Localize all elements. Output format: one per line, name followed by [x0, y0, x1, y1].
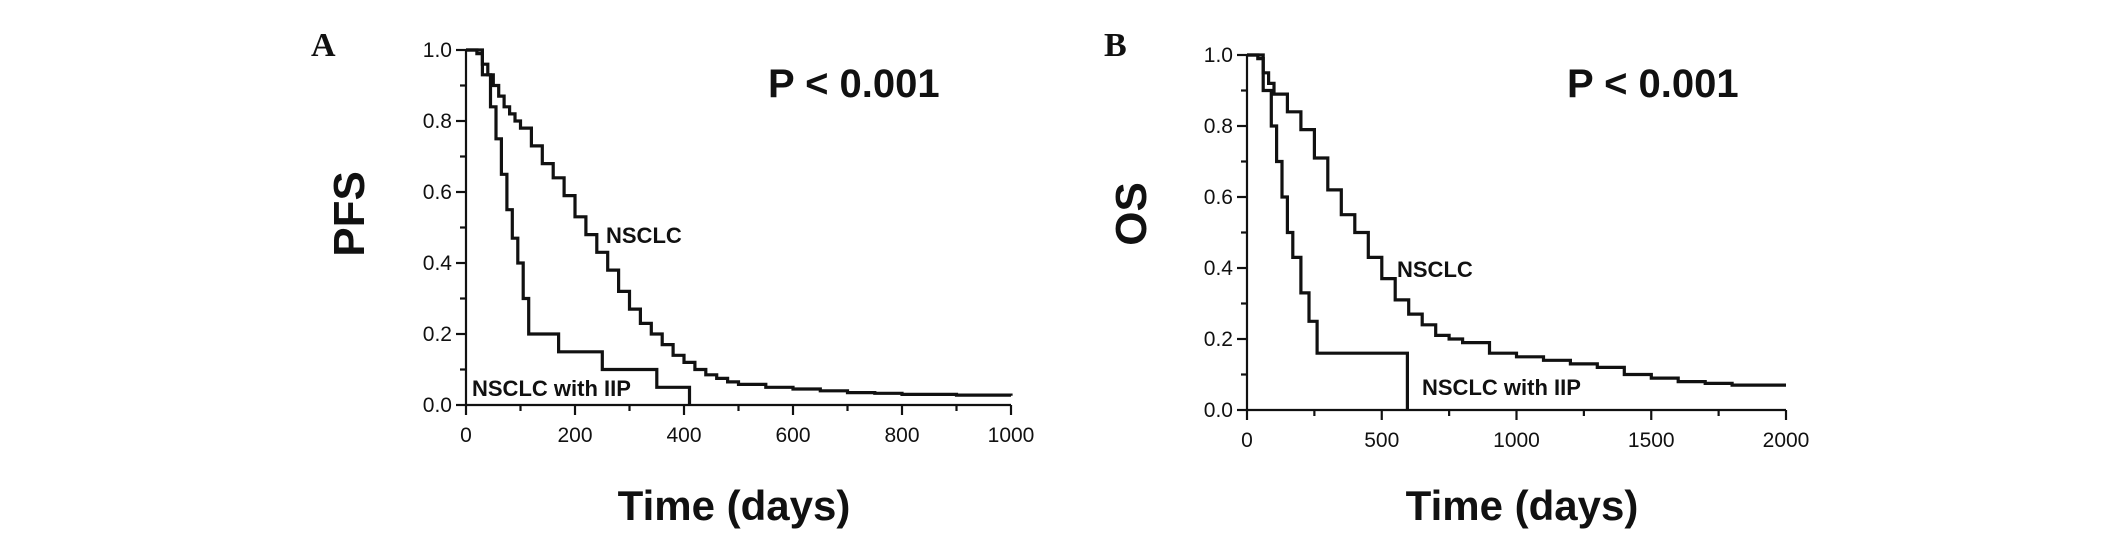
series-line-b-nsclc-with-iip: [1247, 53, 1409, 410]
ticks-a: 0.0 0.2 0.4 0.6 0.8 1.0 0 200 400 600 800 1000: [423, 39, 1035, 447]
panel-letter-a: A: [311, 27, 336, 64]
y-tick-label-a-0: 0.0: [423, 394, 452, 417]
y-tick-label-b-0: 0.0: [1204, 399, 1233, 422]
y-tick-label-b-5: 1.0: [1204, 44, 1233, 67]
x-tick-label-a-0: 0: [460, 424, 472, 447]
x-tick-label-b-2: 1000: [1493, 429, 1540, 452]
y-tick-label-a-2: 0.4: [423, 252, 453, 275]
panel-a: A P < 0.001 PFS Time (days) 0.0 0.2 0.4 0.6…: [311, 27, 1034, 529]
ticks-b: 0.0 0.2 0.4 0.6 0.8 1.0 0 500 1000 1500 2000: [1204, 44, 1810, 452]
x-tick-label-a-1: 200: [557, 424, 592, 447]
panel-letter-b: B: [1104, 27, 1127, 64]
x-tick-label-a-5: 1000: [988, 424, 1035, 447]
y-axis-label-b: OS: [1107, 182, 1156, 246]
x-tick-label-b-3: 1500: [1628, 429, 1675, 452]
panel-b: B P < 0.001 OS Time (days) 0.00.20.40.60…: [1104, 27, 1809, 529]
y-tick-label-a-1: 0.2: [423, 323, 452, 346]
y-tick-label-b-4: 0.8: [1204, 115, 1233, 138]
x-tick-label-b-4: 2000: [1763, 429, 1810, 452]
y-tick-label-b-1: 0.2: [1204, 328, 1233, 351]
x-axis-label-b: Time (days): [1406, 482, 1639, 529]
x-axis-label-a: Time (days): [618, 482, 851, 529]
series-label-nsclc-b: NSCLC: [1397, 257, 1473, 282]
p-value-a: P < 0.001: [768, 62, 940, 106]
p-value-b: P < 0.001: [1567, 62, 1739, 106]
series-label-nsclc-iip-b: NSCLC with IIP: [1422, 375, 1581, 400]
x-tick-label-a-2: 400: [666, 424, 701, 447]
y-tick-label-a-4: 0.8: [423, 110, 452, 133]
series-label-nsclc-a: NSCLC: [606, 223, 682, 248]
series-line-a-nsclc-with-iip: [466, 48, 692, 405]
y-tick-label-a-3: 0.6: [423, 181, 452, 204]
curves-b: [1247, 53, 1786, 410]
curves-a: [466, 48, 1013, 405]
series-line-b-nsclc: [1247, 53, 1786, 387]
x-tick-label-b-1: 500: [1364, 429, 1399, 452]
y-tick-label-a-5: 1.0: [423, 39, 452, 62]
x-tick-label-a-4: 800: [884, 424, 919, 447]
y-tick-label-b-3: 0.6: [1204, 186, 1233, 209]
y-axis-label-a: PFS: [325, 171, 374, 257]
series-label-nsclc-iip-a: NSCLC with IIP: [472, 376, 631, 401]
y-tick-label-b-2: 0.4: [1204, 257, 1234, 280]
series-line-a-nsclc: [466, 48, 1013, 397]
x-tick-label-a-3: 600: [775, 424, 810, 447]
x-tick-label-b-0: 0: [1241, 429, 1253, 452]
